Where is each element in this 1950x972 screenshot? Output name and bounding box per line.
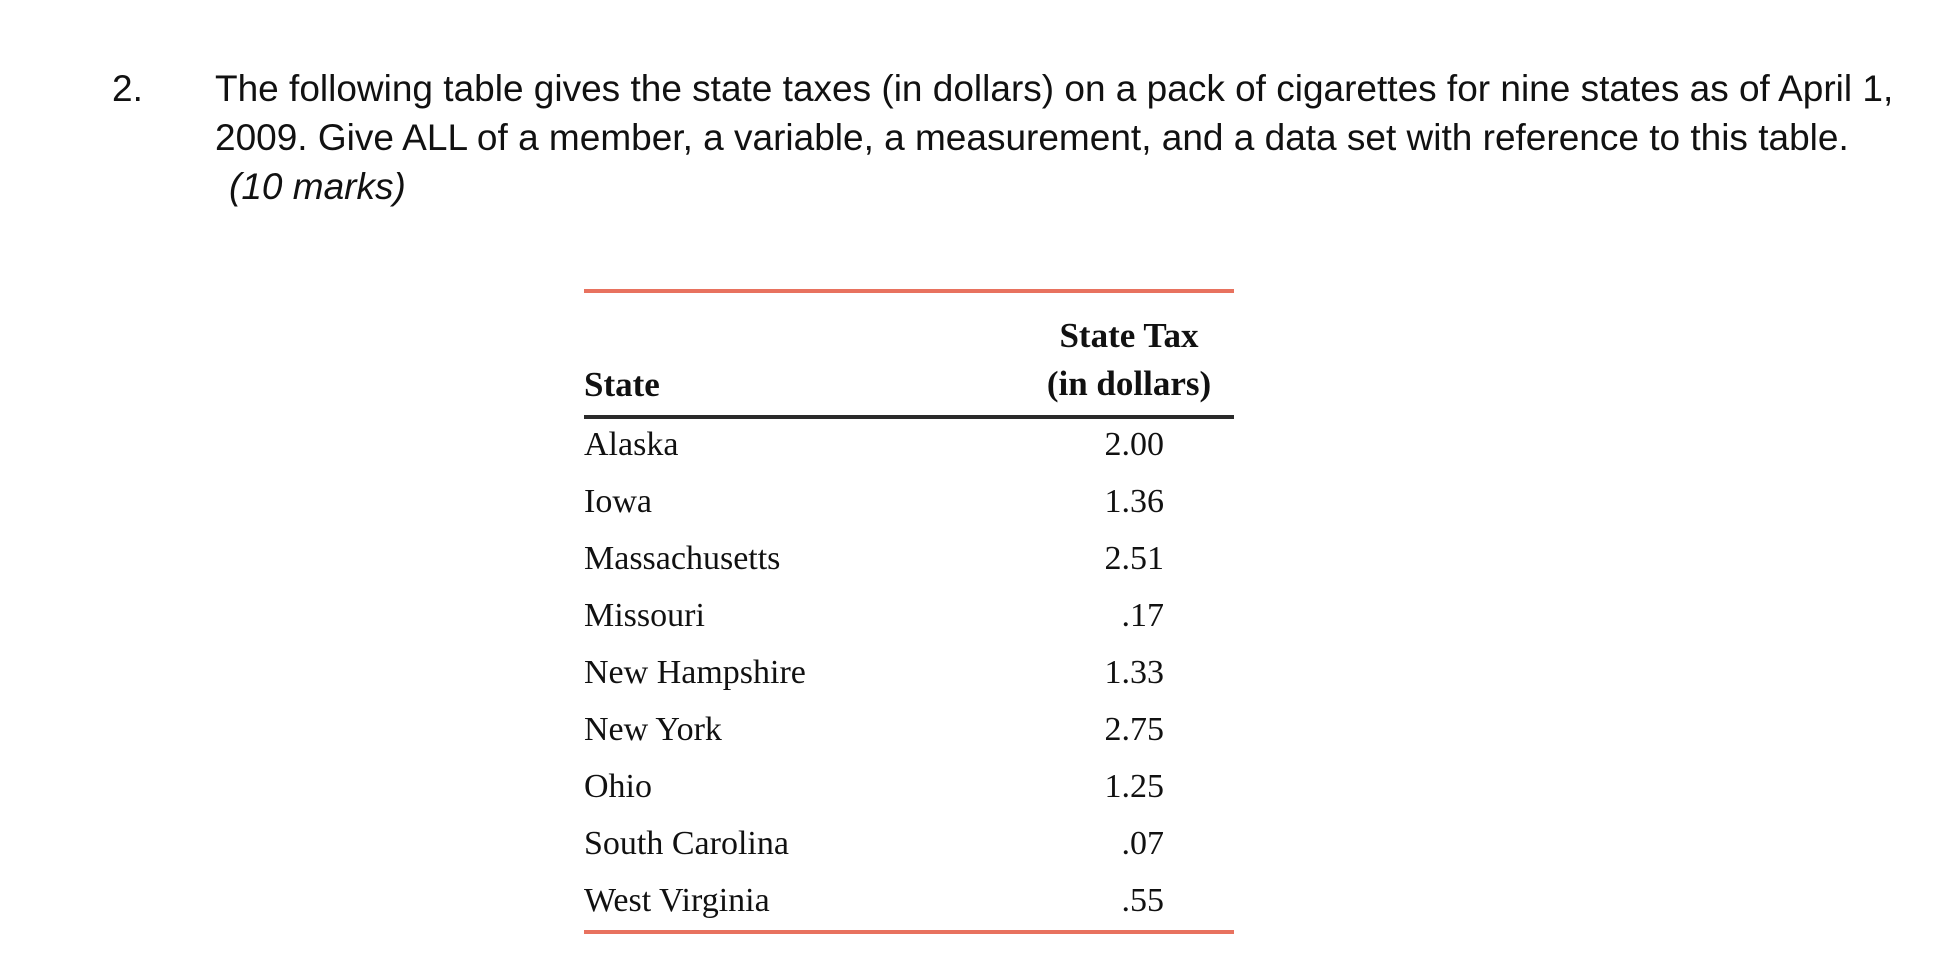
cigarette-tax-table: State State Tax (in dollars) Alaska 2.00… <box>584 289 1234 934</box>
cell-tax: .07 <box>1121 825 1165 862</box>
table-row: Iowa 1.36 <box>584 476 1234 533</box>
table-row: Alaska 2.00 <box>584 419 1234 476</box>
question-text: The following table gives the state taxe… <box>215 68 1894 158</box>
cell-state: Alaska <box>584 426 679 463</box>
table-row: Ohio 1.25 <box>584 761 1234 818</box>
cell-tax: 1.36 <box>1104 483 1165 520</box>
cell-state: New York <box>584 711 722 748</box>
table-header: State State Tax (in dollars) <box>584 293 1234 415</box>
question-number: 2. <box>112 68 143 109</box>
question-text-block: The following table gives the state taxe… <box>215 64 1915 211</box>
table-row: West Virginia .55 <box>584 875 1234 930</box>
table-row: New York 2.75 <box>584 704 1234 761</box>
cell-tax: 1.33 <box>1104 654 1165 691</box>
cell-tax: 1.25 <box>1104 768 1165 805</box>
table-row: Missouri .17 <box>584 590 1234 647</box>
cell-state: South Carolina <box>584 825 789 862</box>
cell-state: West Virginia <box>584 882 770 919</box>
cell-tax: 2.00 <box>1104 426 1165 463</box>
table-row: South Carolina .07 <box>584 818 1234 875</box>
table-row: Massachusetts 2.51 <box>584 533 1234 590</box>
header-state-tax: State Tax (in dollars) <box>1024 312 1234 408</box>
cell-tax: .55 <box>1121 882 1165 919</box>
cell-state: Iowa <box>584 483 652 520</box>
cell-state: Missouri <box>584 597 705 634</box>
header-state-tax-line2: (in dollars) <box>1046 364 1212 403</box>
cell-state: New Hampshire <box>584 654 806 691</box>
table-top-rule <box>584 289 1234 293</box>
cell-state: Ohio <box>584 768 652 805</box>
cell-state: Massachusetts <box>584 540 781 577</box>
header-state: State <box>584 365 660 404</box>
table-row: New Hampshire 1.33 <box>584 647 1234 704</box>
header-bottom-rule <box>584 415 1234 419</box>
cell-tax: .17 <box>1121 597 1165 634</box>
header-state-tax-line1: State Tax <box>1059 316 1199 355</box>
table-body: Alaska 2.00 Iowa 1.36 Massachusetts 2.51… <box>584 419 1234 930</box>
cell-tax: 2.75 <box>1104 711 1165 748</box>
question-marks: (10 marks) <box>229 166 406 207</box>
cell-tax: 2.51 <box>1104 540 1165 577</box>
table-bottom-rule <box>584 930 1234 934</box>
